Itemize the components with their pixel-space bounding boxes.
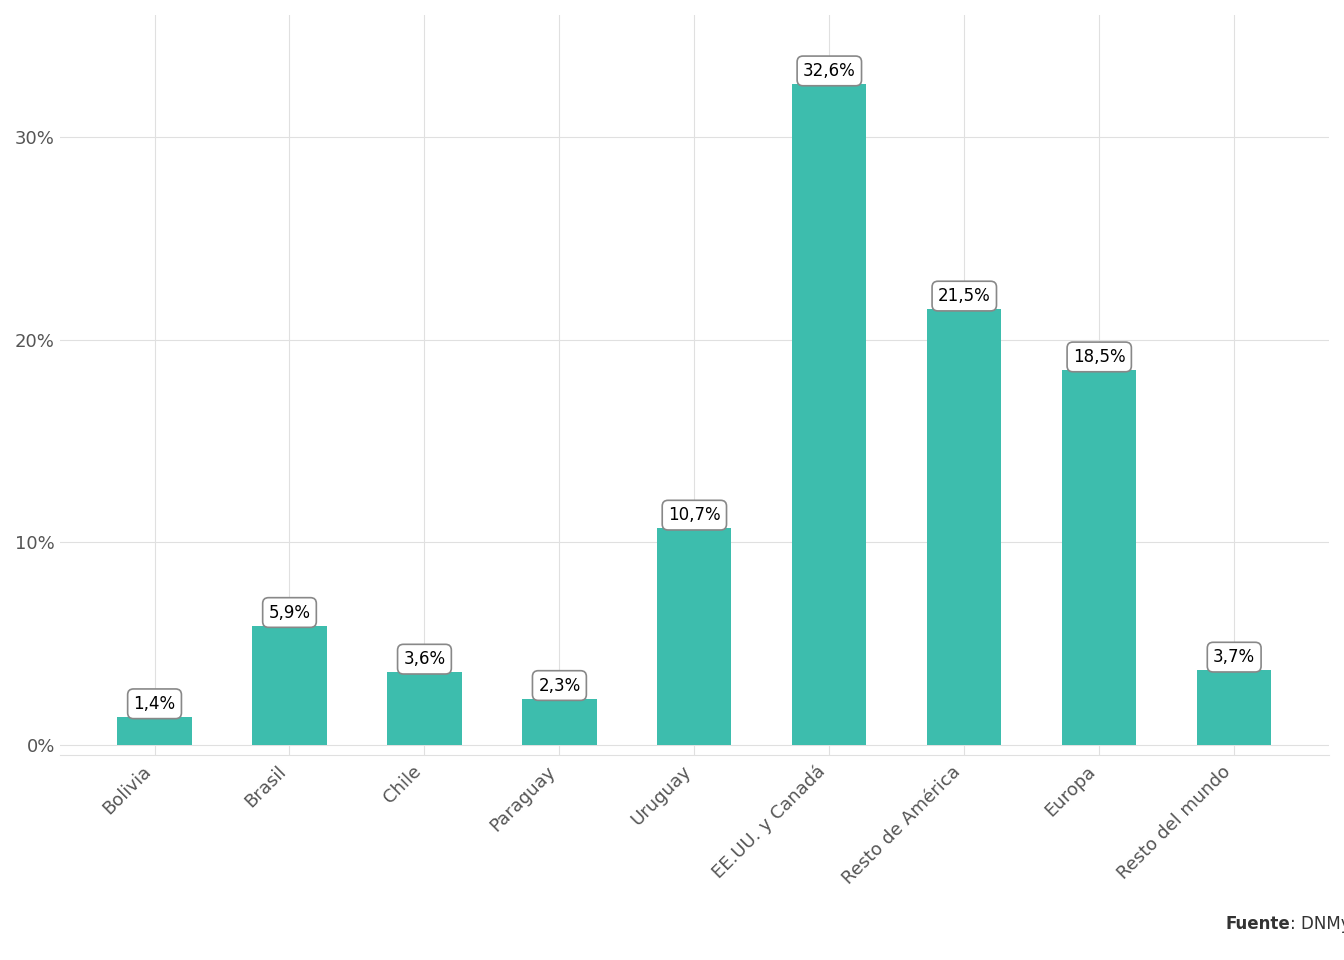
Bar [1198,670,1271,745]
Bar [657,528,731,745]
Text: 2,3%: 2,3% [539,677,581,694]
Text: Fuente: Fuente [1226,915,1290,933]
Bar [523,699,597,745]
Bar [1062,370,1136,745]
Text: 1,4%: 1,4% [133,695,176,712]
Text: 5,9%: 5,9% [269,604,310,621]
Text: 21,5%: 21,5% [938,287,991,305]
Bar [253,626,327,745]
Bar [117,717,192,745]
Text: 3,6%: 3,6% [403,650,445,668]
Bar [927,309,1001,745]
Text: 3,7%: 3,7% [1214,648,1255,666]
Bar [792,84,867,745]
Text: 32,6%: 32,6% [802,61,856,80]
Text: 18,5%: 18,5% [1073,348,1125,366]
Bar [387,672,461,745]
Text: : DNMyE en base a datos de INDEC.: : DNMyE en base a datos de INDEC. [1290,915,1344,933]
Text: 10,7%: 10,7% [668,506,720,524]
